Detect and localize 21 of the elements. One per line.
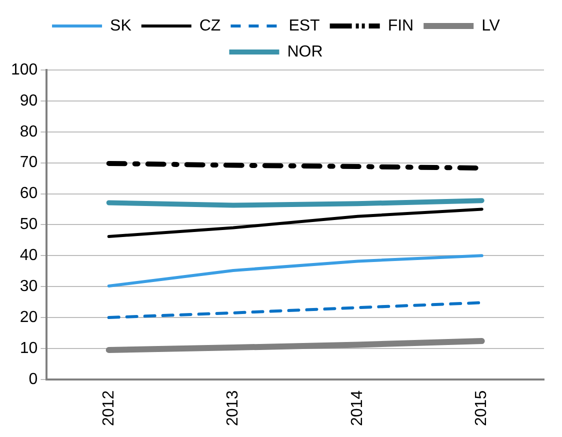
y-tick-label: 20 [20, 308, 38, 326]
legend-label: NOR [287, 43, 323, 60]
legend-label: CZ [199, 17, 221, 34]
y-tick-label: 100 [10, 61, 38, 78]
x-tick-label: 2015 [473, 390, 490, 426]
y-tick-label: 30 [20, 278, 38, 295]
y-tick-label: 10 [20, 340, 38, 357]
y-tick-label: 0 [28, 370, 38, 388]
y-tick-label: 60 [20, 185, 38, 202]
x-tick-label: 2014 [348, 390, 366, 426]
legend-label: LV [482, 17, 500, 34]
y-tick-label: 80 [20, 123, 38, 140]
legend-label: EST [288, 17, 320, 34]
y-tick-label: 70 [20, 154, 38, 172]
legend-label: SK [110, 17, 132, 34]
y-tick-label: 50 [20, 216, 38, 234]
x-tick-label: 2013 [224, 390, 242, 426]
legend-label: FIN [388, 17, 414, 34]
y-tick-label: 40 [20, 247, 38, 264]
y-tick-label: 90 [20, 92, 38, 110]
x-tick-label: 2012 [100, 390, 118, 426]
